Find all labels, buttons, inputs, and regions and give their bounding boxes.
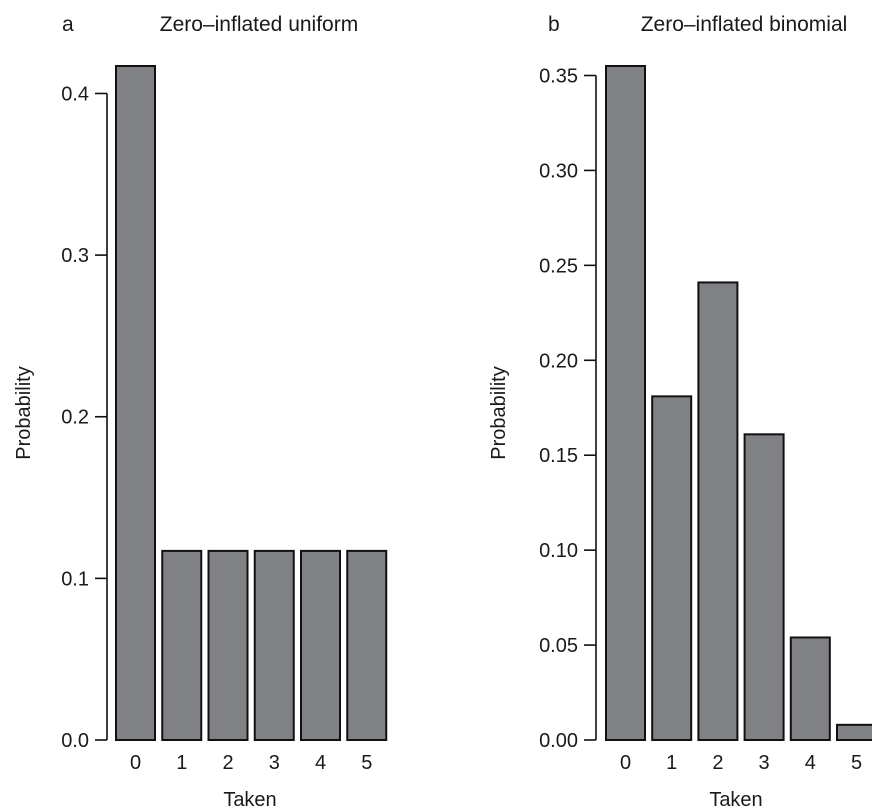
panel-b-y-tick-label: 0.30 bbox=[539, 160, 578, 182]
panel-a-bar-2 bbox=[207, 549, 249, 741]
panel-a-x-tick-label: 5 bbox=[361, 752, 372, 774]
panel-a-title: Zero–inflated uniform bbox=[160, 13, 358, 36]
panel-a-x-tick-label: 1 bbox=[176, 752, 187, 774]
panel-b-x-tick-label: 3 bbox=[759, 752, 770, 774]
panel-a-y-tick-label: 0.3 bbox=[61, 245, 89, 267]
panel-a-x-tick-label: 3 bbox=[269, 752, 280, 774]
panel-a-bar-1 bbox=[161, 549, 203, 741]
panel-b-x-tick-label: 1 bbox=[666, 752, 677, 774]
panel-a-y-tick-label: 0.0 bbox=[61, 730, 89, 752]
panel-a-letter: a bbox=[62, 13, 74, 36]
panel-a-y-tick-label: 0.1 bbox=[61, 568, 89, 590]
panel-b-x-tick-label: 4 bbox=[805, 752, 816, 774]
panel-b-x-axis-label: Taken bbox=[709, 789, 762, 811]
panel-a-bar-3 bbox=[253, 549, 295, 741]
panel-b-x-tick-label: 5 bbox=[851, 752, 862, 774]
panel-a-y-tick-label: 0.2 bbox=[61, 407, 89, 429]
panel-b-y-tick-label: 0.00 bbox=[539, 730, 578, 752]
panel-b-y-axis-label: Probability bbox=[488, 366, 510, 459]
panel-a-x-tick-label: 0 bbox=[130, 752, 141, 774]
panel-b-bar-3 bbox=[743, 433, 785, 741]
panel-a-x-axis-label: Taken bbox=[223, 789, 276, 811]
panel-a-bar-4 bbox=[300, 549, 341, 741]
panel-b: b Zero–inflated binomial Probability Tak… bbox=[488, 13, 872, 811]
panel-b-bar-5 bbox=[836, 723, 872, 742]
panel-b-y-tick-label: 0.25 bbox=[539, 255, 578, 277]
panel-b-ticks: 0 1 2 3 4 5 0.00 0.05 0.10 0.15 0.20 0.25 0.30 0.35 bbox=[539, 65, 862, 774]
panel-a-bars bbox=[115, 65, 388, 741]
panel-a: a Zero–inflated uniform Probability Take… bbox=[13, 13, 388, 811]
panel-b-bar-0 bbox=[605, 65, 646, 741]
panel-b-letter: b bbox=[548, 13, 560, 36]
panel-b-bars bbox=[605, 65, 872, 742]
panel-a-x-tick-label: 4 bbox=[315, 752, 326, 774]
panel-b-y-tick-label: 0.20 bbox=[539, 350, 578, 372]
panel-b-x-tick-label: 2 bbox=[712, 752, 723, 774]
panel-a-bar-5 bbox=[346, 549, 388, 741]
panel-b-y-tick-label: 0.05 bbox=[539, 635, 578, 657]
panel-a-ticks: 0 1 2 3 4 5 0.0 0.1 0.2 0.3 0.4 bbox=[61, 83, 372, 774]
panel-a-axes bbox=[95, 92, 108, 741]
panel-b-bar-2 bbox=[697, 281, 739, 741]
panel-b-title: Zero–inflated binomial bbox=[641, 13, 848, 36]
panel-b-bar-1 bbox=[651, 395, 693, 741]
panel-b-bar-4 bbox=[789, 636, 831, 742]
panel-b-y-tick-label: 0.35 bbox=[539, 65, 578, 87]
panel-b-axes bbox=[584, 74, 597, 741]
panel-a-y-axis-label: Probability bbox=[13, 366, 35, 459]
panel-b-y-tick-label: 0.15 bbox=[539, 445, 578, 467]
panel-a-y-tick-label: 0.4 bbox=[61, 83, 89, 105]
panel-a-bar-0 bbox=[115, 65, 156, 741]
panel-b-y-tick-label: 0.10 bbox=[539, 540, 578, 562]
panel-b-x-tick-label: 0 bbox=[620, 752, 631, 774]
panel-a-x-tick-label: 2 bbox=[222, 752, 233, 774]
